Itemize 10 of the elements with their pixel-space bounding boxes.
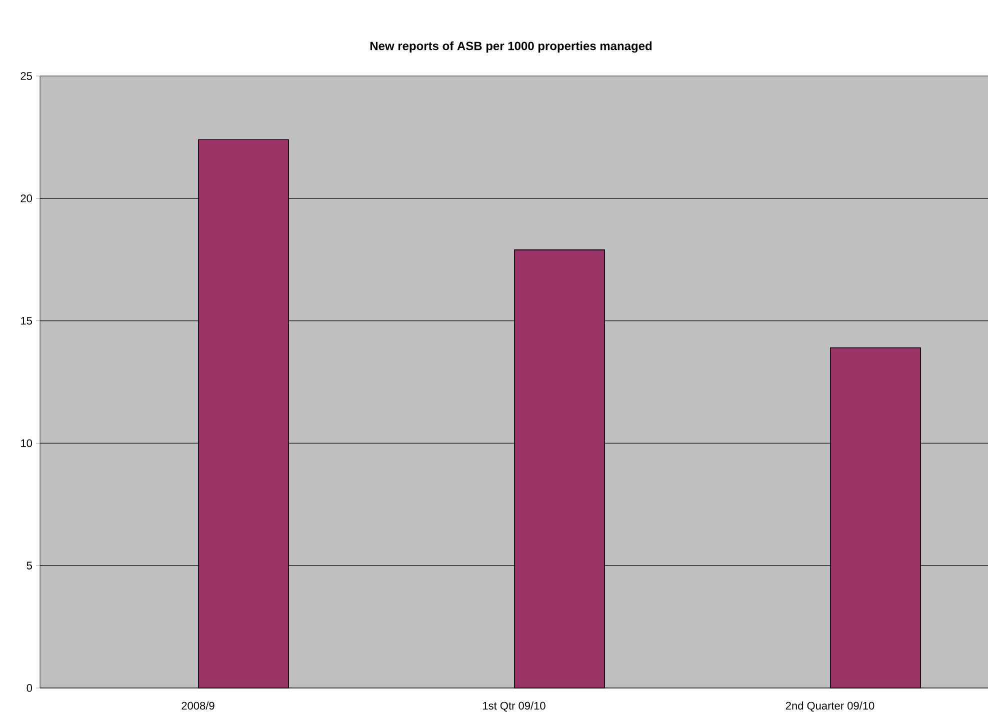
x-tick-label: 1st Qtr 09/10 [483, 702, 546, 712]
y-tick-label: 20 [20, 194, 32, 202]
y-tick-label: 15 [21, 316, 32, 325]
y-tick-label: 5 [26, 562, 32, 570]
x-tick-label: 2nd Quarter 09/10 [786, 702, 874, 712]
chart-title: New reports of ASB per 1000 properties managed [370, 41, 652, 53]
y-tick-label: 10 [21, 439, 32, 448]
y-tick-label: 0 [26, 684, 32, 692]
x-tick-label: 2008/9 [182, 702, 214, 710]
y-tick-label: 25 [20, 72, 32, 80]
